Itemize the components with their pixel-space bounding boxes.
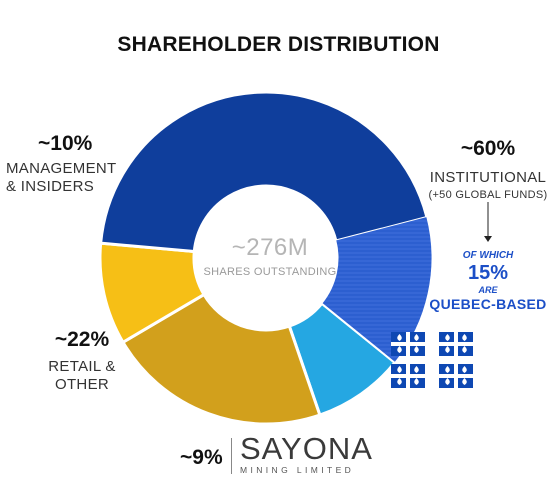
brand-sub: MINING LIMITED — [240, 465, 355, 475]
retail-pct: ~22% — [54, 328, 110, 351]
quebec-flag-icon — [439, 364, 473, 388]
retail-label-2: OTHER — [55, 376, 109, 393]
management-label-2: & INSIDERS — [6, 178, 95, 195]
are-text: ARE — [478, 285, 498, 295]
legend-retail: ~22% RETAIL & OTHER — [42, 328, 122, 394]
brand-divider — [231, 438, 232, 474]
quebec-label: QUEBEC-BASED — [429, 296, 547, 312]
arrow — [484, 202, 492, 242]
center-label: SHARES OUTSTANDING — [203, 266, 337, 278]
quebec-flag-icon — [439, 332, 473, 356]
quebec-flag-icon — [391, 364, 425, 388]
other-pct: ~9% — [180, 446, 223, 469]
brand-logo: SAYONA MINING LIMITED — [240, 431, 373, 481]
quebec-note: OF WHICH 15% ARE QUEBEC-BASED — [418, 250, 557, 312]
quebec-pct: 15% — [467, 262, 509, 284]
legend-institutional: ~60% INSTITUTIONAL (+50 GLOBAL FUNDS) — [418, 137, 557, 201]
management-pct: ~10% — [38, 132, 93, 155]
retail-label-1: RETAIL & — [48, 358, 116, 375]
chart-title: SHAREHOLDER DISTRIBUTION — [117, 33, 440, 56]
slice-retail-other — [120, 292, 322, 426]
legend-management: ~10% MANAGEMENT & INSIDERS — [6, 132, 116, 196]
center-value: ~276M — [231, 234, 309, 261]
institutional-sub: (+50 GLOBAL FUNDS) — [428, 189, 548, 201]
institutional-pct: ~60% — [460, 137, 516, 160]
of-which-text: OF WHICH — [462, 250, 514, 261]
institutional-label: INSTITUTIONAL — [429, 169, 547, 186]
slice-quebec-based — [321, 215, 433, 364]
brand-name: SAYONA — [240, 431, 373, 466]
quebec-flag-icon — [391, 332, 425, 356]
management-label-1: MANAGEMENT — [6, 160, 117, 177]
